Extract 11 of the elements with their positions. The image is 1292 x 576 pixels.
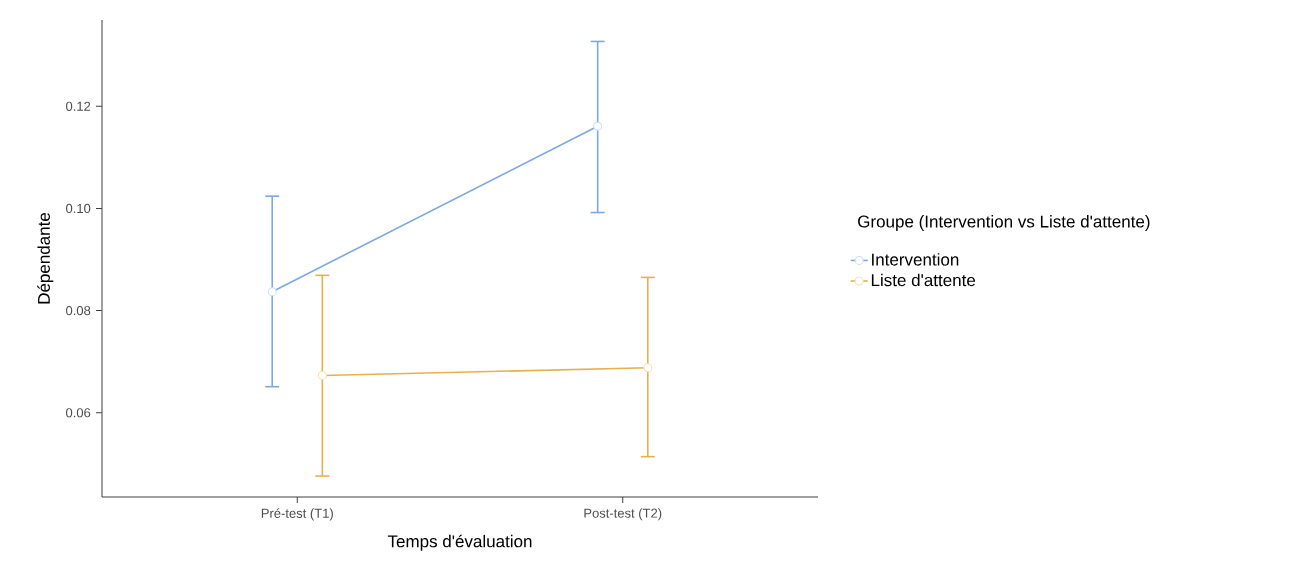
y-tick-label: 0.08 <box>66 305 91 316</box>
y-tick-label: 0.12 <box>66 101 91 111</box>
legend-label: Liste d'attente <box>871 273 976 287</box>
y-axis-title: Dépendante <box>37 212 54 304</box>
x-tick-label: Post-test (T2) <box>584 508 662 521</box>
x-axis-title: Temps d'évaluation <box>387 534 532 551</box>
legend-title: Groupe (Intervention vs Liste d'attente) <box>858 215 1150 231</box>
y-tick-label: 0.10 <box>66 203 91 214</box>
legend-label: Intervention <box>872 253 959 266</box>
x-tick-label: Pré-test (T1) <box>261 508 333 521</box>
y-tick-label: 0.06 <box>66 408 91 418</box>
